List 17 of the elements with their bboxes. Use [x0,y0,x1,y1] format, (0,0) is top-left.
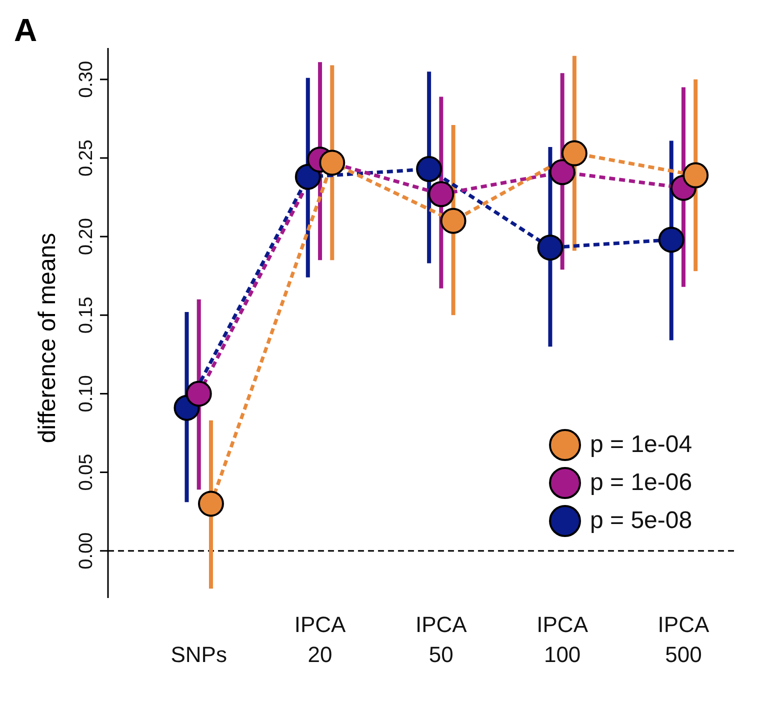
legend-label: p = 1e-04 [590,431,692,459]
x-tick-label: IPCA 100 [536,612,588,667]
x-tick-label: IPCA 50 [415,612,468,667]
y-tick-label: 0.30 [76,60,97,98]
y-tick-label: 0.05 [76,454,97,491]
x-tick-label: SNPs [170,642,227,667]
x-tick-label: IPCA 20 [294,612,346,667]
text: A [14,12,38,49]
y-tick-label: 0.10 [76,375,97,412]
y-tick-label: 0.15 [76,296,97,334]
legend-label: p = 1e-06 [590,469,692,497]
legend-label: p = 5e-08 [590,507,692,535]
y-axis-title: difference of means [34,232,62,444]
y-tick-label: 0.25 [76,140,97,176]
x-tick-label: IPCA 500 [658,612,710,667]
y-tick-label: 0.00 [76,532,97,570]
y-tick-label: 0.20 [76,218,97,256]
